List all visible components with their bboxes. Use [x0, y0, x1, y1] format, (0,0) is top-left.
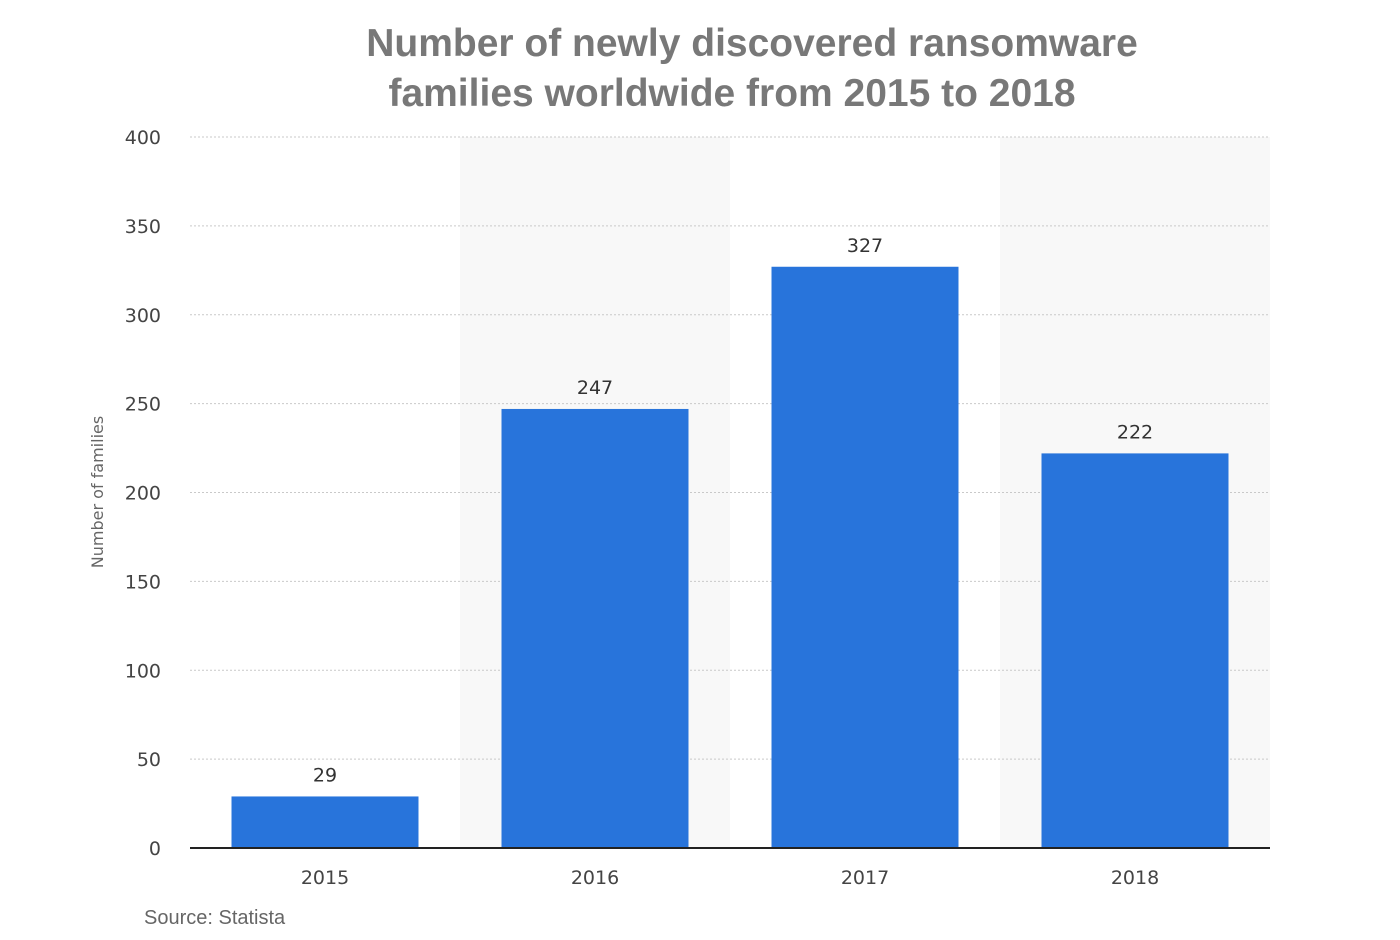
data-label-2016: 247	[577, 377, 613, 399]
y-tick-label: 100	[125, 660, 161, 682]
y-tick-label: 50	[137, 749, 161, 771]
y-tick-label: 150	[125, 571, 161, 593]
bar-2018	[1041, 453, 1229, 848]
data-label-2018: 222	[1117, 421, 1153, 443]
y-tick-label: 300	[125, 305, 161, 327]
bar-2017	[771, 266, 959, 848]
x-tick-label-2017: 2017	[841, 867, 889, 889]
y-tick-label: 250	[125, 394, 161, 416]
source-credit: Source: Statista	[144, 907, 286, 929]
x-tick-label-2016: 2016	[571, 867, 619, 889]
x-tick-label-2018: 2018	[1111, 867, 1159, 889]
data-labels: 29 247 327 222	[313, 235, 1153, 787]
y-tick-label: 0	[149, 838, 161, 860]
chart-title-line-2: families worldwide from 2015 to 2018	[388, 72, 1075, 115]
bar-series	[231, 266, 1229, 848]
y-axis-title: Number of families	[88, 416, 107, 568]
y-tick-label: 200	[125, 483, 161, 505]
y-tick-label: 350	[125, 216, 161, 238]
data-label-2017: 327	[847, 235, 883, 257]
x-tick-label-2015: 2015	[301, 867, 349, 889]
data-label-2015: 29	[313, 764, 337, 786]
bar-2016	[501, 408, 689, 848]
y-tick-label: 400	[125, 127, 161, 149]
y-axis-ticks: 0 50 100 150 200 250 300 350 400	[125, 127, 161, 860]
chart-title-line-1: Number of newly discovered ransomware	[366, 22, 1138, 65]
bar-2015	[231, 796, 419, 848]
x-axis-ticks: 2015 2016 2017 2018	[301, 867, 1159, 889]
